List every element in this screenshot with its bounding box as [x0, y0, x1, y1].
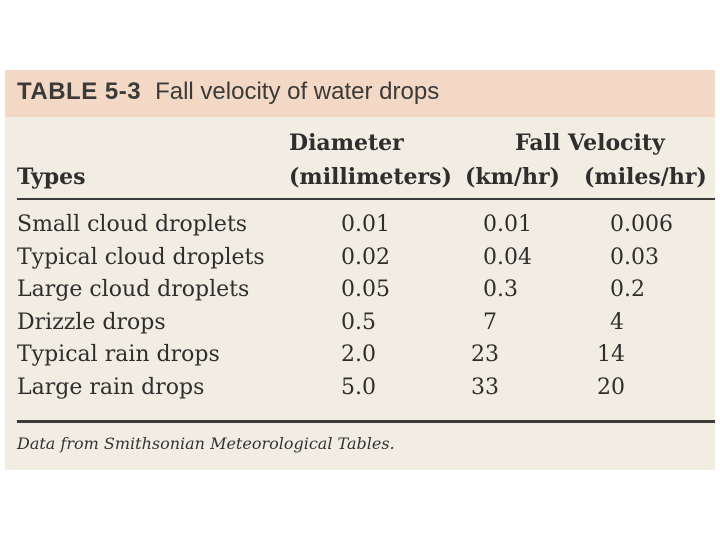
table-cell-mileshr: 14 — [597, 342, 625, 367]
table-cell-diameter: 0.02 — [341, 245, 390, 270]
header-fall-velocity: Fall Velocity — [515, 130, 665, 156]
table-cell-mileshr: 0.006 — [610, 212, 673, 237]
table-cell-type: Large rain drops — [17, 375, 205, 400]
table-cell-diameter: 0.05 — [341, 277, 390, 302]
table-cell-diameter: 2.0 — [341, 342, 376, 367]
table-cell-kmhr: 0.3 — [483, 277, 518, 302]
table-cell-mileshr: 4 — [610, 310, 624, 335]
header-mileshr: (miles/hr) — [584, 164, 707, 190]
source-note: Data from Smithsonian Meteorological Tab… — [17, 434, 395, 453]
table-cell-kmhr: 33 — [471, 375, 499, 400]
table-cell-type: Large cloud droplets — [17, 277, 250, 302]
table-cell-type: Typical cloud droplets — [17, 245, 265, 270]
table-cell-diameter: 0.5 — [341, 310, 376, 335]
table-cell-type: Small cloud droplets — [17, 212, 248, 237]
table-cell-kmhr: 23 — [471, 342, 499, 367]
table-cell-diameter: 0.01 — [341, 212, 390, 237]
table-cell-mileshr: 0.03 — [610, 245, 659, 270]
table-title-bar: TABLE 5-3 Fall velocity of water drops — [5, 70, 715, 117]
table-caption: Fall velocity of water drops — [155, 78, 440, 105]
table-cell-diameter: 5.0 — [341, 375, 376, 400]
header-kmhr: (km/hr) — [465, 164, 560, 190]
table-cell-type: Drizzle drops — [17, 310, 166, 335]
table-cell-kmhr: 7 — [483, 310, 497, 335]
header-diameter: Diameter — [289, 130, 404, 156]
table-cell-mileshr: 20 — [597, 375, 625, 400]
header-types: Types — [17, 164, 86, 190]
header-rule — [17, 198, 715, 200]
table-cell-kmhr: 0.01 — [483, 212, 532, 237]
footer-rule — [17, 420, 715, 423]
table-cell-mileshr: 0.2 — [610, 277, 645, 302]
table-number: TABLE 5-3 — [17, 78, 142, 105]
data-table: TABLE 5-3 Fall velocity of water drops Di… — [5, 70, 715, 470]
table-cell-kmhr: 0.04 — [483, 245, 532, 270]
table-title: TABLE 5-3 Fall velocity of water drops — [17, 78, 439, 106]
table-cell-type: Typical rain drops — [17, 342, 220, 367]
header-diameter-unit: (millimeters) — [289, 164, 452, 190]
